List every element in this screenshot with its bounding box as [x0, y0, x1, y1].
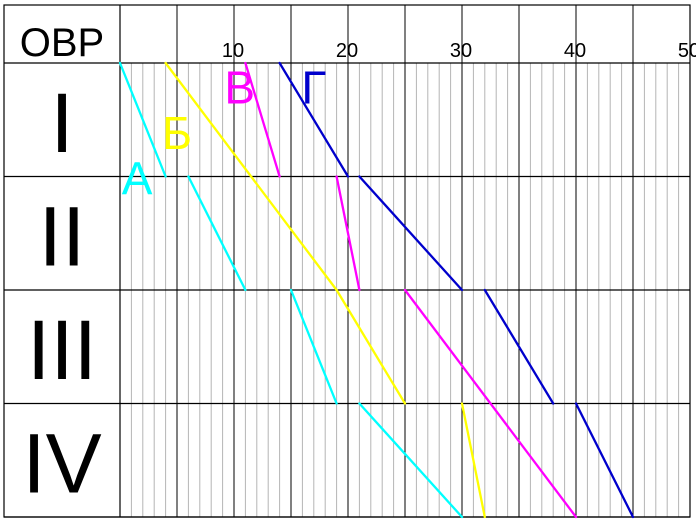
series-segment — [483, 288, 555, 405]
outer-frame — [3, 4, 691, 518]
header-label: ОВР — [20, 21, 104, 65]
series-segment — [244, 61, 281, 178]
x-tick-label: 50 — [678, 40, 696, 62]
row-label: III — [27, 303, 97, 397]
series-segment — [118, 61, 167, 178]
series-label: А — [122, 153, 153, 205]
series-label: Б — [162, 107, 192, 159]
x-tick-label: 40 — [564, 40, 586, 62]
series-segment — [335, 288, 407, 405]
series-segment — [403, 288, 578, 519]
series-segment — [358, 175, 464, 292]
series-segment — [187, 175, 247, 292]
series-segment — [278, 61, 350, 178]
row-label: I — [50, 76, 73, 170]
series-label: В — [224, 62, 255, 114]
series-segment — [289, 288, 338, 405]
x-tick-label: 10 — [222, 40, 244, 62]
series-segment — [358, 402, 464, 519]
series-lines — [118, 61, 635, 519]
series-label: Г — [301, 62, 326, 114]
series-segment — [460, 402, 486, 519]
x-tick-labels: 10 20 30 40 50 — [222, 40, 696, 62]
x-tick-label: 30 — [450, 40, 472, 62]
series-segment — [335, 175, 361, 292]
row-label: IV — [22, 416, 101, 510]
major-grid — [3, 4, 691, 518]
row-label: II — [39, 189, 86, 283]
series-segment — [574, 402, 635, 519]
series-segment — [164, 61, 338, 292]
x-tick-label: 20 — [336, 40, 358, 62]
series-labels: АБВ Г — [122, 62, 327, 205]
